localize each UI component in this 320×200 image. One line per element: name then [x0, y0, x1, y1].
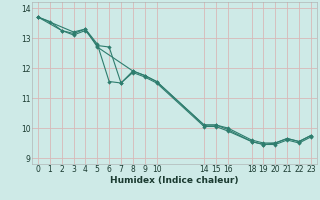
X-axis label: Humidex (Indice chaleur): Humidex (Indice chaleur)	[110, 176, 239, 185]
